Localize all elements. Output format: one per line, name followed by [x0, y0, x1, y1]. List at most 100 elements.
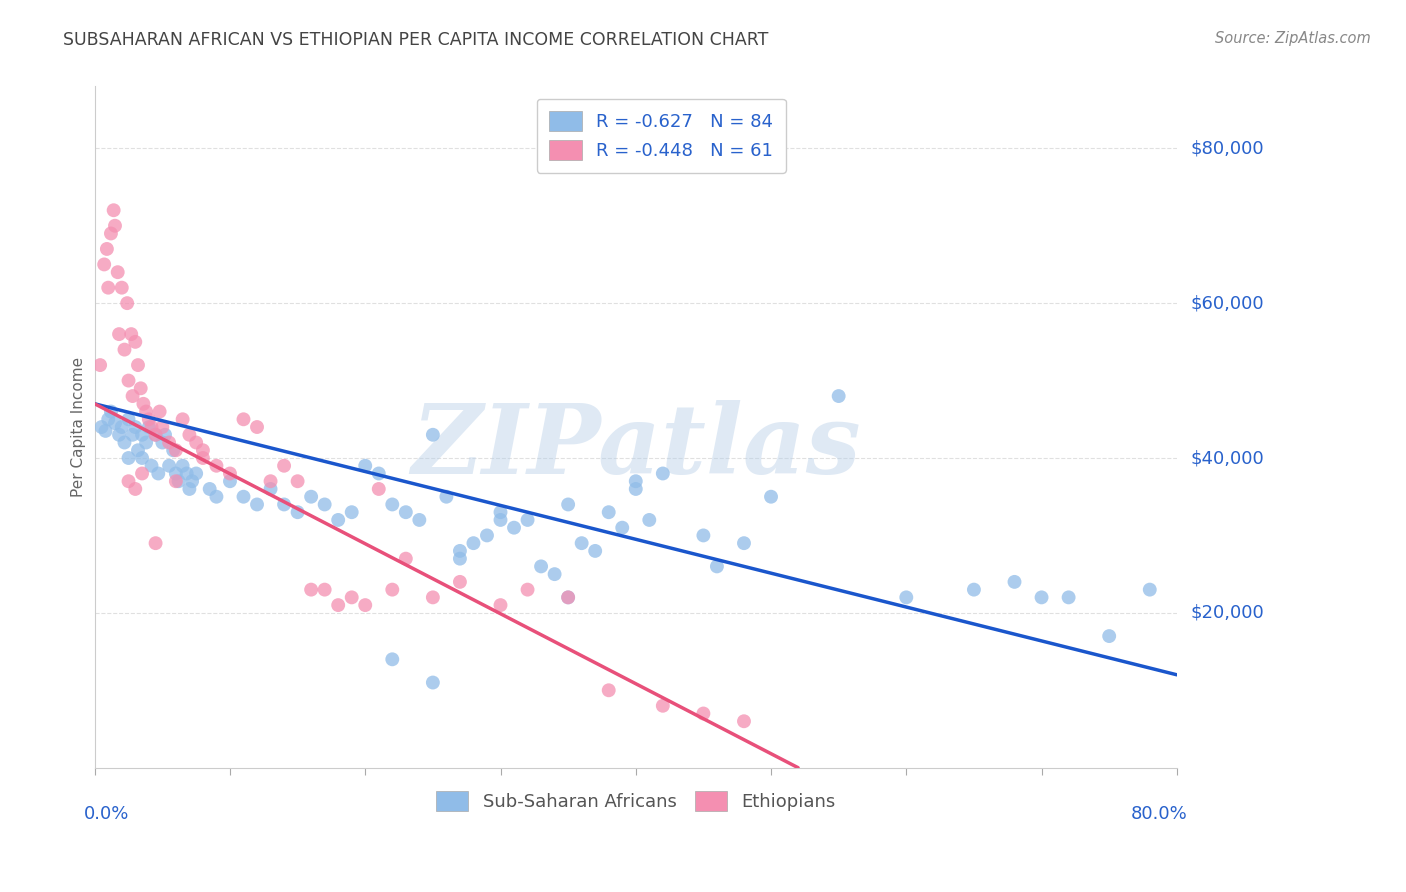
Point — [149, 404, 172, 418]
Point — [489, 598, 512, 612]
Point — [129, 381, 152, 395]
Point — [103, 203, 125, 218]
Point — [107, 265, 129, 279]
Point — [117, 412, 139, 426]
Point — [449, 551, 471, 566]
Text: $60,000: $60,000 — [1191, 294, 1264, 312]
Point — [162, 443, 184, 458]
Point — [557, 498, 579, 512]
Point — [117, 450, 139, 465]
Point — [1139, 582, 1161, 597]
Point — [97, 280, 120, 294]
Point — [367, 482, 389, 496]
Point — [583, 544, 606, 558]
Point — [205, 490, 228, 504]
Point — [138, 412, 160, 426]
Point — [150, 435, 173, 450]
Point — [90, 420, 112, 434]
Point — [328, 598, 350, 612]
Point — [733, 536, 755, 550]
Point — [612, 521, 634, 535]
Point — [115, 296, 138, 310]
Text: Source: ZipAtlas.com: Source: ZipAtlas.com — [1215, 31, 1371, 46]
Point — [191, 450, 214, 465]
Point — [489, 505, 512, 519]
Point — [624, 474, 647, 488]
Point — [117, 474, 139, 488]
Point — [132, 397, 155, 411]
Point — [181, 474, 204, 488]
Point — [172, 412, 194, 426]
Y-axis label: Per Capita Income: Per Capita Income — [72, 357, 86, 497]
Point — [108, 427, 131, 442]
Point — [124, 482, 146, 496]
Point — [557, 591, 579, 605]
Point — [651, 698, 673, 713]
Point — [150, 420, 173, 434]
Point — [516, 582, 538, 597]
Point — [598, 683, 620, 698]
Point — [434, 490, 457, 504]
Point — [624, 482, 647, 496]
Point — [692, 706, 714, 721]
Point — [124, 334, 146, 349]
Point — [638, 513, 661, 527]
Point — [598, 505, 620, 519]
Point — [157, 458, 180, 473]
Point — [299, 490, 322, 504]
Point — [153, 427, 176, 442]
Point — [328, 513, 350, 527]
Point — [1057, 591, 1080, 605]
Point — [381, 652, 404, 666]
Point — [219, 467, 242, 481]
Text: $20,000: $20,000 — [1191, 604, 1264, 622]
Point — [287, 505, 309, 519]
Point — [651, 467, 673, 481]
Point — [896, 591, 918, 605]
Point — [543, 567, 565, 582]
Point — [408, 513, 430, 527]
Point — [963, 582, 986, 597]
Point — [354, 458, 377, 473]
Point — [127, 358, 149, 372]
Point — [186, 435, 208, 450]
Point — [157, 435, 180, 450]
Point — [138, 420, 160, 434]
Point — [340, 505, 363, 519]
Point — [120, 327, 142, 342]
Point — [287, 474, 309, 488]
Point — [422, 427, 444, 442]
Point — [145, 427, 167, 442]
Text: 0.0%: 0.0% — [84, 805, 129, 823]
Point — [205, 458, 228, 473]
Point — [198, 482, 221, 496]
Point — [114, 435, 136, 450]
Point — [186, 467, 208, 481]
Point — [100, 404, 122, 418]
Point — [246, 420, 269, 434]
Point — [135, 404, 157, 418]
Point — [381, 582, 404, 597]
Point — [557, 591, 579, 605]
Point — [314, 498, 336, 512]
Point — [97, 412, 120, 426]
Point — [135, 435, 157, 450]
Point — [692, 528, 714, 542]
Point — [121, 389, 143, 403]
Point — [145, 427, 167, 442]
Point — [165, 467, 187, 481]
Point — [1098, 629, 1121, 643]
Point — [1004, 574, 1026, 589]
Point — [89, 358, 111, 372]
Point — [259, 474, 281, 488]
Point — [167, 474, 190, 488]
Point — [165, 443, 187, 458]
Text: $40,000: $40,000 — [1191, 449, 1264, 467]
Point — [273, 498, 295, 512]
Point — [127, 443, 149, 458]
Point — [489, 513, 512, 527]
Point — [145, 536, 167, 550]
Point — [340, 591, 363, 605]
Point — [354, 598, 377, 612]
Point — [191, 443, 214, 458]
